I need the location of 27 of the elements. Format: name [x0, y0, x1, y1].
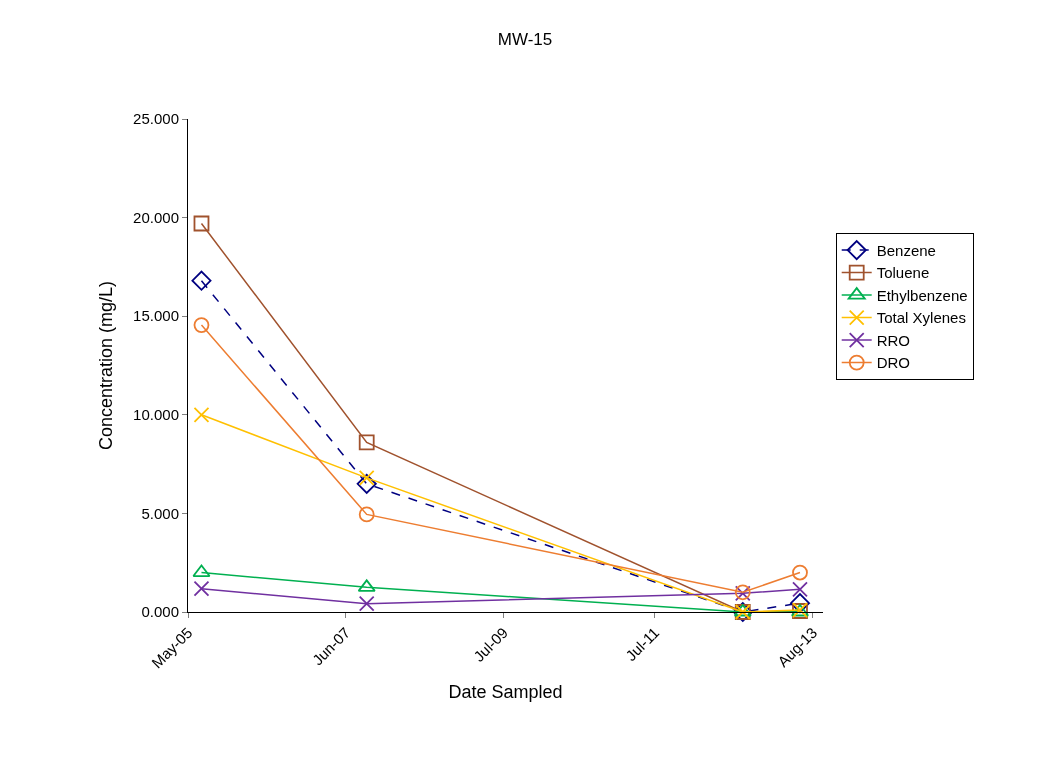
- x-axis-title: Date Sampled: [448, 682, 563, 703]
- legend-label: Toluene: [876, 264, 930, 282]
- y-axis-title: Concentration (mg/L): [96, 280, 117, 451]
- point: [193, 215, 210, 232]
- point: [792, 581, 808, 598]
- y-tick-label: 10.000: [133, 406, 179, 424]
- point: [193, 317, 210, 333]
- point: [193, 580, 210, 597]
- legend-label: RRO: [876, 331, 911, 349]
- legend-label: Total Xylenes: [876, 309, 966, 327]
- point: [193, 406, 210, 423]
- y-tick-label: 5.000: [141, 504, 179, 522]
- y-tick-label: 0.000: [141, 603, 179, 621]
- y-tick-label: 25.000: [133, 110, 179, 128]
- point: [356, 473, 377, 494]
- y-tick-label: 15.000: [133, 307, 179, 325]
- point: [358, 595, 375, 612]
- point: [789, 593, 810, 614]
- point: [358, 506, 375, 523]
- y-tick-label: 20.000: [133, 208, 179, 226]
- point: [191, 270, 212, 291]
- chart-title: MW-15: [497, 29, 553, 49]
- legend-label: DRO: [876, 354, 911, 372]
- legend-label: Benzene: [876, 241, 936, 259]
- point: [358, 434, 375, 451]
- point: [792, 564, 808, 581]
- legend-label: Ethylbenzene: [876, 286, 968, 304]
